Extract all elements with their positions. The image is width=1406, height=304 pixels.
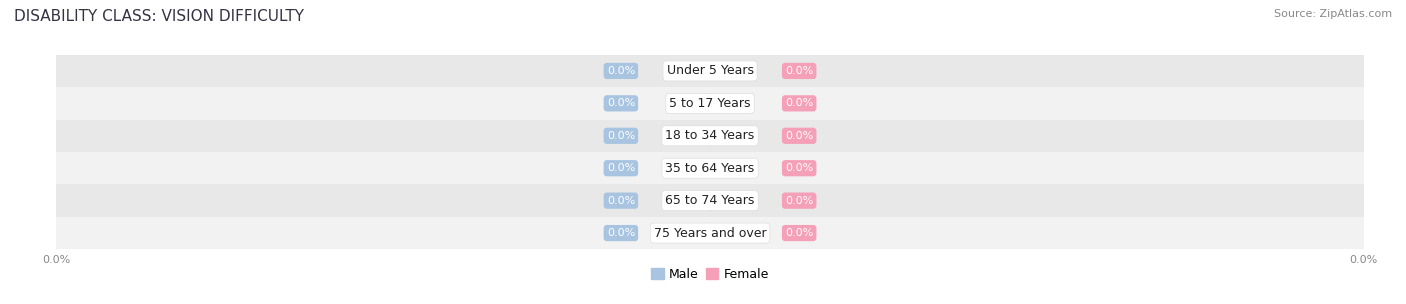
Bar [56, 119, 1364, 152]
Bar [56, 217, 1364, 249]
Text: DISABILITY CLASS: VISION DIFFICULTY: DISABILITY CLASS: VISION DIFFICULTY [14, 9, 304, 24]
Bar [56, 55, 1364, 87]
Text: 0.0%: 0.0% [607, 163, 636, 173]
Text: 35 to 64 Years: 35 to 64 Years [665, 162, 755, 175]
Text: 65 to 74 Years: 65 to 74 Years [665, 194, 755, 207]
Text: 0.0%: 0.0% [607, 196, 636, 206]
Text: 0.0%: 0.0% [607, 98, 636, 108]
Text: 0.0%: 0.0% [607, 66, 636, 76]
Text: 0.0%: 0.0% [607, 228, 636, 238]
Text: 0.0%: 0.0% [785, 131, 813, 141]
Text: 0.0%: 0.0% [785, 228, 813, 238]
Text: 0.0%: 0.0% [607, 131, 636, 141]
Bar [56, 152, 1364, 185]
Text: 0.0%: 0.0% [785, 196, 813, 206]
Text: 0.0%: 0.0% [785, 98, 813, 108]
Legend: Male, Female: Male, Female [647, 263, 773, 286]
Bar [56, 185, 1364, 217]
Text: 75 Years and over: 75 Years and over [654, 226, 766, 240]
Text: 0.0%: 0.0% [785, 163, 813, 173]
Text: 0.0%: 0.0% [785, 66, 813, 76]
Bar [56, 87, 1364, 119]
Text: 18 to 34 Years: 18 to 34 Years [665, 129, 755, 142]
Text: Source: ZipAtlas.com: Source: ZipAtlas.com [1274, 9, 1392, 19]
Text: 5 to 17 Years: 5 to 17 Years [669, 97, 751, 110]
Text: Under 5 Years: Under 5 Years [666, 64, 754, 78]
